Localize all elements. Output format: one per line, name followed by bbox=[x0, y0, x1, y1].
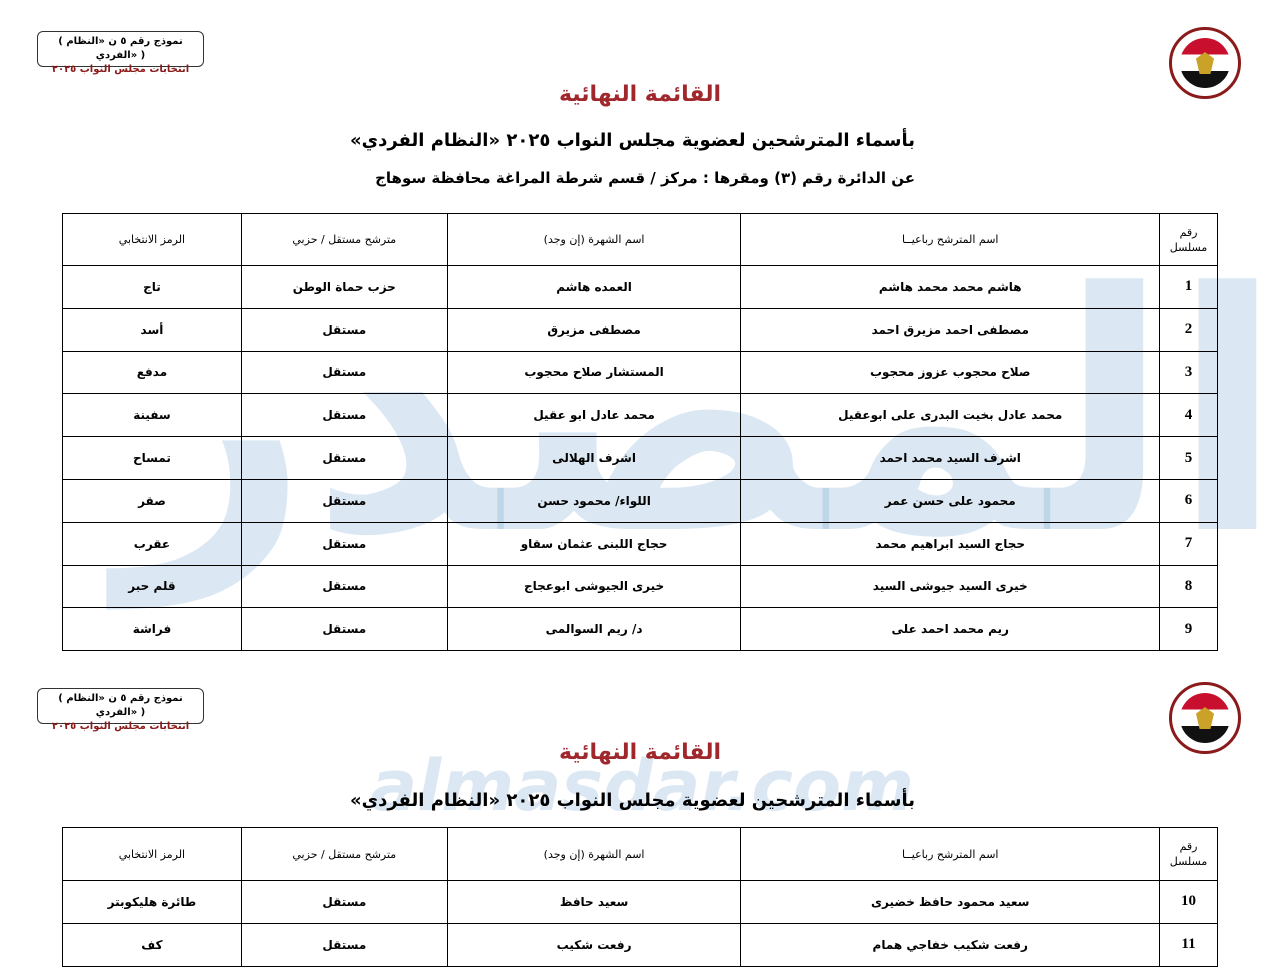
serial-cell: 8 bbox=[1159, 564, 1218, 609]
table-row: 7 حجاج السيد ابراهيم محمد حجاج اللبنى عثما… bbox=[62, 521, 1218, 566]
symbol-cell: أسد bbox=[62, 307, 242, 352]
type-cell: مستقل bbox=[240, 436, 448, 480]
name-cell: هاشم محمد محمد هاشم bbox=[740, 265, 1161, 309]
type-cell: مستقل bbox=[240, 880, 448, 924]
name-cell: محمود على حسن عمر bbox=[740, 478, 1161, 523]
symbol-cell: صقر bbox=[62, 478, 242, 523]
serial-cell: 2 bbox=[1159, 307, 1218, 352]
alias-cell: المستشار صلاح محجوب bbox=[446, 350, 742, 395]
symbol-cell: طائرة هليكوبتر bbox=[62, 880, 242, 924]
page-title: القائمة النهائية bbox=[558, 740, 722, 765]
name-cell: رفعت شكيب خفاجي همام bbox=[740, 922, 1161, 967]
name-cell: ريم محمد احمد على bbox=[740, 607, 1161, 652]
election-authority-logo bbox=[1169, 27, 1241, 99]
election-label: انتخابات مجلس النواب ٢٠٢٥ bbox=[51, 64, 190, 75]
name-cell: خيرى السيد جيوشى السيد bbox=[740, 564, 1161, 609]
table-row: 5 اشرف السيد محمد احمد اشرف الهلالى مستقل تم… bbox=[62, 436, 1218, 480]
table-row: 6 محمود على حسن عمر اللواء/ محمود حسن مستقل… bbox=[62, 478, 1218, 523]
header-type: مترشح مستقل / حزبي bbox=[240, 827, 448, 881]
type-cell: حزب حماة الوطن bbox=[240, 265, 448, 309]
header-name: اسم المترشح رباعيــا bbox=[740, 827, 1161, 881]
serial-cell: 11 bbox=[1159, 922, 1218, 967]
table-row: 4 محمد عادل بخيت البدرى على ابوعقيل محمد ع… bbox=[62, 393, 1218, 438]
eagle-icon bbox=[1196, 707, 1214, 729]
election-authority-logo bbox=[1169, 682, 1241, 754]
name-cell: صلاح محجوب عزوز محجوب bbox=[740, 350, 1161, 395]
table-row: 3 صلاح محجوب عزوز محجوب المستشار صلاح محجو… bbox=[62, 350, 1218, 395]
header-name: اسم المترشح رباعيــا bbox=[740, 213, 1161, 266]
page-subtitle: بأسماء المترشحين لعضوية مجلس النواب ٢٠٢٥… bbox=[349, 790, 915, 811]
alias-cell: د/ ريم السوالمى bbox=[446, 607, 742, 652]
alias-cell: العمده هاشم bbox=[446, 265, 742, 309]
header-serial: رقم مسلسل bbox=[1159, 827, 1218, 881]
type-cell: مستقل bbox=[240, 922, 448, 967]
symbol-cell: قلم حبر bbox=[62, 564, 242, 609]
type-cell: مستقل bbox=[240, 607, 448, 652]
district-info: عن الدائرة رقم (٣) ومقرها : مركز / قسم ش… bbox=[375, 169, 915, 187]
serial-cell: 10 bbox=[1159, 880, 1218, 924]
alias-cell: محمد عادل ابو عقيل bbox=[446, 393, 742, 438]
type-cell: مستقل bbox=[240, 478, 448, 523]
symbol-cell: عقرب bbox=[62, 521, 242, 566]
eagle-icon bbox=[1196, 52, 1214, 74]
header-type: مترشح مستقل / حزبي bbox=[240, 213, 448, 266]
page-title: القائمة النهائية bbox=[558, 82, 722, 107]
symbol-cell: فراشة bbox=[62, 607, 242, 652]
header-alias: اسم الشهرة (إن وجد) bbox=[446, 827, 742, 881]
alias-cell: اشرف الهلالى bbox=[446, 436, 742, 480]
table-row: 1 هاشم محمد محمد هاشم العمده هاشم حزب حماة … bbox=[62, 265, 1218, 309]
symbol-cell: كف bbox=[62, 922, 242, 967]
page-subtitle: بأسماء المترشحين لعضوية مجلس النواب ٢٠٢٥… bbox=[349, 130, 915, 151]
serial-cell: 7 bbox=[1159, 521, 1218, 566]
name-cell: محمد عادل بخيت البدرى على ابوعقيل bbox=[740, 393, 1161, 438]
name-cell: سعيد محمود حافظ خضيرى bbox=[740, 880, 1161, 924]
name-cell: اشرف السيد محمد احمد bbox=[740, 436, 1161, 480]
serial-cell: 3 bbox=[1159, 350, 1218, 395]
alias-cell: سعيد حافظ bbox=[446, 880, 742, 924]
type-cell: مستقل bbox=[240, 350, 448, 395]
name-cell: حجاج السيد ابراهيم محمد bbox=[740, 521, 1161, 566]
type-cell: مستقل bbox=[240, 307, 448, 352]
header-symbol: الرمز الانتخابي bbox=[62, 827, 242, 881]
form-number: ( نموذج رقم ٥ ن «النظام الفردي» ) bbox=[58, 693, 183, 718]
table-row: 10 سعيد محمود حافظ خضيرى سعيد حافظ مستقل طائ… bbox=[62, 880, 1218, 924]
symbol-cell: سفينة bbox=[62, 393, 242, 438]
form-number: ( نموذج رقم ٥ ن «النظام الفردي» ) bbox=[58, 36, 183, 61]
alias-cell: اللواء/ محمود حسن bbox=[446, 478, 742, 523]
serial-cell: 6 bbox=[1159, 478, 1218, 523]
type-cell: مستقل bbox=[240, 393, 448, 438]
serial-cell: 5 bbox=[1159, 436, 1218, 480]
serial-cell: 4 bbox=[1159, 393, 1218, 438]
table-row: 11 رفعت شكيب خفاجي همام رفعت شكيب مستقل كف bbox=[62, 922, 1218, 967]
candidates-table: رقم مسلسل اسم المترشح رباعيــا اسم الشهر… bbox=[62, 827, 1218, 967]
symbol-cell: تاج bbox=[62, 265, 242, 309]
header-serial: رقم مسلسل bbox=[1159, 213, 1218, 266]
serial-cell: 1 bbox=[1159, 265, 1218, 309]
table-row: 9 ريم محمد احمد على د/ ريم السوالمى مستقل فر… bbox=[62, 607, 1218, 652]
alias-cell: حجاج اللبنى عثمان سقاو bbox=[446, 521, 742, 566]
header-alias: اسم الشهرة (إن وجد) bbox=[446, 213, 742, 266]
table-row: 8 خيرى السيد جيوشى السيد خيرى الجيوشى ابوع… bbox=[62, 564, 1218, 609]
alias-cell: مصطفى مزيرق bbox=[446, 307, 742, 352]
election-label: انتخابات مجلس النواب ٢٠٢٥ bbox=[51, 721, 190, 732]
form-number-box: ( نموذج رقم ٥ ن «النظام الفردي» ) انتخاب… bbox=[37, 688, 204, 732]
name-cell: مصطفى احمد مزيرق احمد bbox=[740, 307, 1161, 352]
alias-cell: رفعت شكيب bbox=[446, 922, 742, 967]
serial-cell: 9 bbox=[1159, 607, 1218, 652]
table-row: 2 مصطفى احمد مزيرق احمد مصطفى مزيرق مستقل أس… bbox=[62, 307, 1218, 352]
symbol-cell: مدفع bbox=[62, 350, 242, 395]
header-symbol: الرمز الانتخابي bbox=[62, 213, 242, 266]
type-cell: مستقل bbox=[240, 564, 448, 609]
form-number-box: ( نموذج رقم ٥ ن «النظام الفردي» ) انتخاب… bbox=[37, 31, 204, 75]
symbol-cell: تمساح bbox=[62, 436, 242, 480]
candidates-table: رقم مسلسل اسم المترشح رباعيــا اسم الشهر… bbox=[62, 213, 1218, 652]
type-cell: مستقل bbox=[240, 521, 448, 566]
alias-cell: خيرى الجيوشى ابوعجاج bbox=[446, 564, 742, 609]
